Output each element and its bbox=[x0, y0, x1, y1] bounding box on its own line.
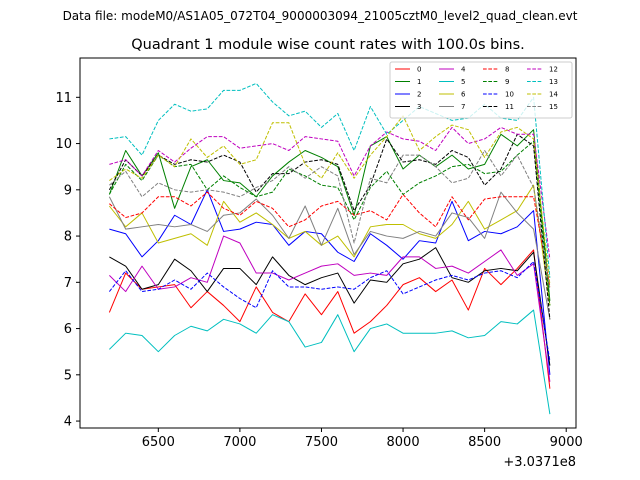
y-tick-label: 10 bbox=[55, 137, 72, 152]
y-tick-label: 7 bbox=[64, 276, 72, 291]
legend-label-8: 8 bbox=[505, 66, 509, 74]
y-tick-label: 6 bbox=[64, 322, 72, 337]
series-line-12 bbox=[109, 126, 551, 260]
series-line-2 bbox=[109, 189, 551, 375]
x-tick-label: 8000 bbox=[387, 435, 420, 450]
y-tick-label: 9 bbox=[64, 183, 72, 198]
legend-box bbox=[389, 61, 573, 119]
x-axis: 6500 7000 7500 8000 8500 9000 bbox=[142, 428, 583, 450]
x-tick-label: 8500 bbox=[468, 435, 501, 450]
y-axis: 4 5 6 7 8 9 10 11 bbox=[55, 91, 80, 430]
y-tick-label: 4 bbox=[64, 415, 72, 430]
legend-label-13: 13 bbox=[549, 78, 558, 86]
y-tick-label: 5 bbox=[64, 368, 72, 383]
series-line-10 bbox=[108, 261, 551, 362]
chart-suptitle: Data file: modeM0/AS1A05_072T04_90000030… bbox=[63, 9, 578, 23]
series-line-7 bbox=[108, 191, 551, 320]
x-tick-label: 7000 bbox=[223, 435, 256, 450]
y-tick-label: 8 bbox=[64, 230, 72, 245]
legend-label-14: 14 bbox=[549, 91, 558, 99]
series-line-1 bbox=[108, 129, 551, 301]
plot-area-frame bbox=[79, 57, 577, 429]
legend-label-11: 11 bbox=[505, 103, 514, 111]
x-tick-label: 6500 bbox=[142, 435, 175, 450]
series-line-0 bbox=[108, 249, 551, 389]
x-tick-label: 7500 bbox=[305, 435, 338, 450]
series-line-4 bbox=[109, 235, 551, 382]
series-line-14 bbox=[109, 115, 551, 285]
series-line-9 bbox=[108, 140, 551, 306]
y-tick-label: 11 bbox=[55, 91, 72, 106]
series-line-15 bbox=[109, 150, 551, 290]
legend-label-0: 0 bbox=[417, 66, 421, 74]
legend-label-4: 4 bbox=[461, 66, 466, 74]
legend-label-9: 9 bbox=[505, 78, 509, 86]
x-axis-offset-label: +3.0371e8 bbox=[503, 455, 576, 470]
legend-label-7: 7 bbox=[461, 103, 465, 111]
series-line-5 bbox=[109, 309, 551, 415]
legend-label-6: 6 bbox=[461, 91, 466, 99]
series-line-8 bbox=[109, 191, 551, 288]
series-line-6 bbox=[108, 184, 551, 306]
legend-label-5: 5 bbox=[461, 78, 465, 86]
chart-title: Quadrant 1 module wise count rates with … bbox=[131, 37, 525, 53]
x-tick-label: 9000 bbox=[550, 435, 583, 450]
legend-label-10: 10 bbox=[505, 91, 514, 99]
legend-label-3: 3 bbox=[417, 103, 421, 111]
legend-label-12: 12 bbox=[549, 66, 558, 74]
legend-label-1: 1 bbox=[417, 78, 421, 86]
legend-label-15: 15 bbox=[549, 103, 558, 111]
legend-label-2: 2 bbox=[417, 91, 421, 99]
